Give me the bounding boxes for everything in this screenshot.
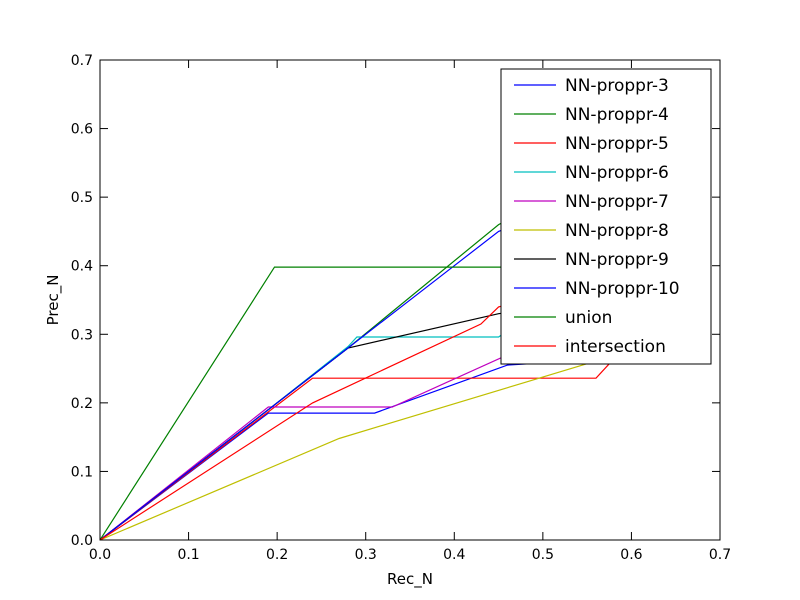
legend-label: union: [565, 308, 612, 328]
series-line-9: [100, 266, 561, 540]
y-tick-label: 0.3: [71, 327, 93, 343]
x-axis-title: Rec_N: [387, 570, 433, 589]
series-line-10: [100, 292, 552, 540]
y-tick-label: 0.7: [71, 53, 93, 69]
x-tick-label: 0.4: [443, 547, 465, 563]
legend-label: NN-proppr-6: [565, 163, 669, 183]
legend: NN-proppr-3 NN-proppr-4 NN-proppr-5 NN-prop…: [500, 68, 712, 365]
x-tick-label: 0.3: [355, 547, 377, 563]
legend-label: NN-proppr-5: [565, 134, 669, 154]
series-line-1: [100, 354, 676, 540]
y-axis-title: Prec_N: [44, 275, 63, 326]
series-line-4: [100, 299, 553, 540]
y-tick-label: 0.1: [71, 464, 93, 480]
series-line-5: [100, 340, 632, 540]
y-tick-label: 0.4: [71, 259, 93, 275]
axis-ticks: 0.0 0.1 0.2 0.3 0.4 0.5 0.6 0.7 0.0 0.1 0.2 0.3 0.4 0…: [71, 53, 731, 563]
plot-frame: [99, 59, 721, 541]
y-tick-label: 0.2: [71, 396, 93, 412]
x-tick-label: 0.2: [266, 547, 288, 563]
x-tick-label: 0.7: [709, 547, 731, 563]
legend-label: NN-proppr-9: [565, 250, 669, 270]
series-line-6: [100, 347, 632, 540]
x-tick-label: 0.1: [177, 547, 199, 563]
y-tick-label: 0.6: [71, 122, 93, 138]
legend-label: NN-proppr-10: [565, 279, 680, 299]
series-line-8: [100, 210, 552, 540]
legend-label: NN-proppr-7: [565, 192, 669, 212]
legend-label: NN-proppr-4: [565, 105, 669, 125]
legend-label: intersection: [565, 337, 666, 357]
legend-box: [500, 68, 712, 365]
series-line-7: [100, 306, 552, 540]
x-tick-label: 0.6: [620, 547, 642, 563]
y-tick-label: 0.0: [71, 533, 93, 549]
y-tick-label: 0.5: [71, 190, 93, 206]
x-tick-label: 0.0: [89, 547, 111, 563]
x-tick-label: 0.5: [532, 547, 554, 563]
legend-label: NN-proppr-8: [565, 221, 669, 241]
legend-label: NN-proppr-3: [565, 76, 669, 96]
